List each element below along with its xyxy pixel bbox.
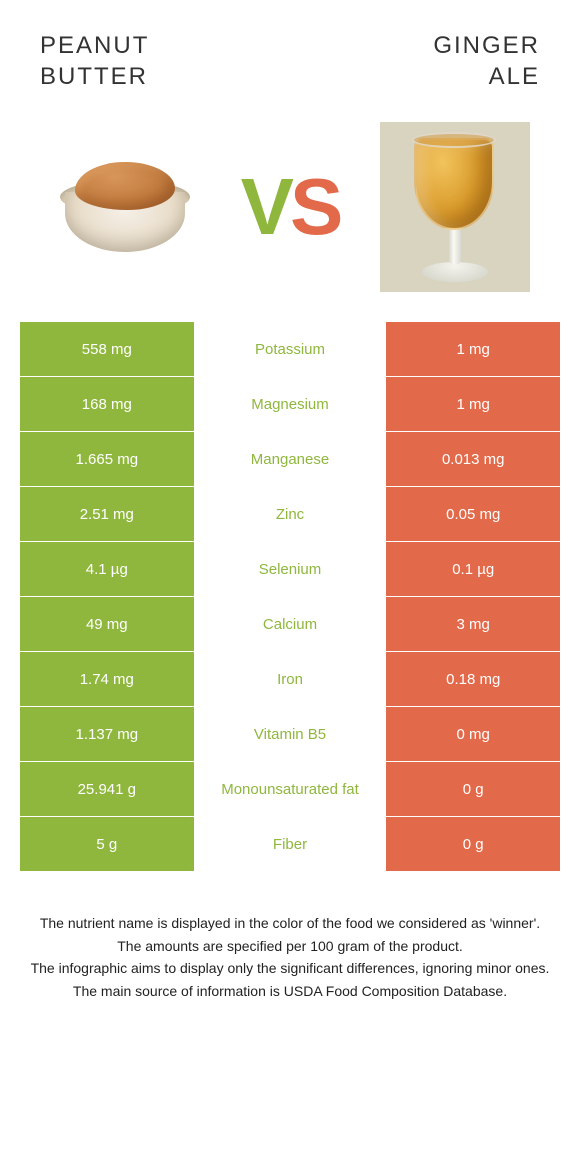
right-value: 0.013 mg	[386, 432, 560, 487]
nutrient-name: Magnesium	[194, 377, 387, 432]
right-value: 3 mg	[386, 597, 560, 652]
left-value: 49 mg	[20, 597, 194, 652]
table-row: 558 mgPotassium1 mg	[20, 322, 560, 377]
left-value: 1.74 mg	[20, 652, 194, 707]
left-value: 168 mg	[20, 377, 194, 432]
left-value: 1.137 mg	[20, 707, 194, 762]
right-value: 1 mg	[386, 377, 560, 432]
left-value: 558 mg	[20, 322, 194, 377]
footer-line: The amounts are specified per 100 gram o…	[30, 935, 550, 957]
table-row: 1.74 mgIron0.18 mg	[20, 652, 560, 707]
right-value: 0 g	[386, 817, 560, 872]
table-row: 4.1 µgSelenium0.1 µg	[20, 542, 560, 597]
left-value: 2.51 mg	[20, 487, 194, 542]
footer-notes: The nutrient name is displayed in the co…	[0, 872, 580, 1032]
footer-line: The main source of information is USDA F…	[30, 980, 550, 1002]
table-row: 1.137 mgVitamin B50 mg	[20, 707, 560, 762]
left-value: 1.665 mg	[20, 432, 194, 487]
nutrient-name: Potassium	[194, 322, 387, 377]
table-row: 168 mgMagnesium1 mg	[20, 377, 560, 432]
peanut-butter-icon	[60, 162, 190, 252]
table-row: 25.941 gMonounsaturated fat0 g	[20, 762, 560, 817]
table-row: 1.665 mgManganese0.013 mg	[20, 432, 560, 487]
table-row: 5 gFiber0 g	[20, 817, 560, 872]
title-right: GINGERALE	[433, 30, 540, 92]
right-value: 0.1 µg	[386, 542, 560, 597]
nutrient-name: Zinc	[194, 487, 387, 542]
image-left	[50, 137, 200, 277]
right-value: 1 mg	[386, 322, 560, 377]
ginger-ale-icon	[412, 132, 497, 282]
right-value: 0 mg	[386, 707, 560, 762]
table-row: 2.51 mgZinc0.05 mg	[20, 487, 560, 542]
footer-line: The nutrient name is displayed in the co…	[30, 912, 550, 934]
title-left: PEANUTBUTTER	[40, 30, 149, 92]
nutrient-name: Iron	[194, 652, 387, 707]
header: PEANUTBUTTER GINGERALE	[0, 0, 580, 102]
nutrient-name: Manganese	[194, 432, 387, 487]
left-value: 4.1 µg	[20, 542, 194, 597]
left-value: 5 g	[20, 817, 194, 872]
nutrient-name: Calcium	[194, 597, 387, 652]
nutrient-name: Selenium	[194, 542, 387, 597]
nutrient-name: Fiber	[194, 817, 387, 872]
image-right	[380, 122, 530, 292]
nutrient-name: Monounsaturated fat	[194, 762, 387, 817]
right-value: 0.18 mg	[386, 652, 560, 707]
hero: VS	[0, 102, 580, 322]
nutrient-name: Vitamin B5	[194, 707, 387, 762]
right-value: 0 g	[386, 762, 560, 817]
footer-line: The infographic aims to display only the…	[30, 957, 550, 979]
nutrient-table: 558 mgPotassium1 mg168 mgMagnesium1 mg1.…	[20, 322, 560, 872]
left-value: 25.941 g	[20, 762, 194, 817]
vs-label: VS	[241, 167, 340, 247]
table-row: 49 mgCalcium3 mg	[20, 597, 560, 652]
right-value: 0.05 mg	[386, 487, 560, 542]
